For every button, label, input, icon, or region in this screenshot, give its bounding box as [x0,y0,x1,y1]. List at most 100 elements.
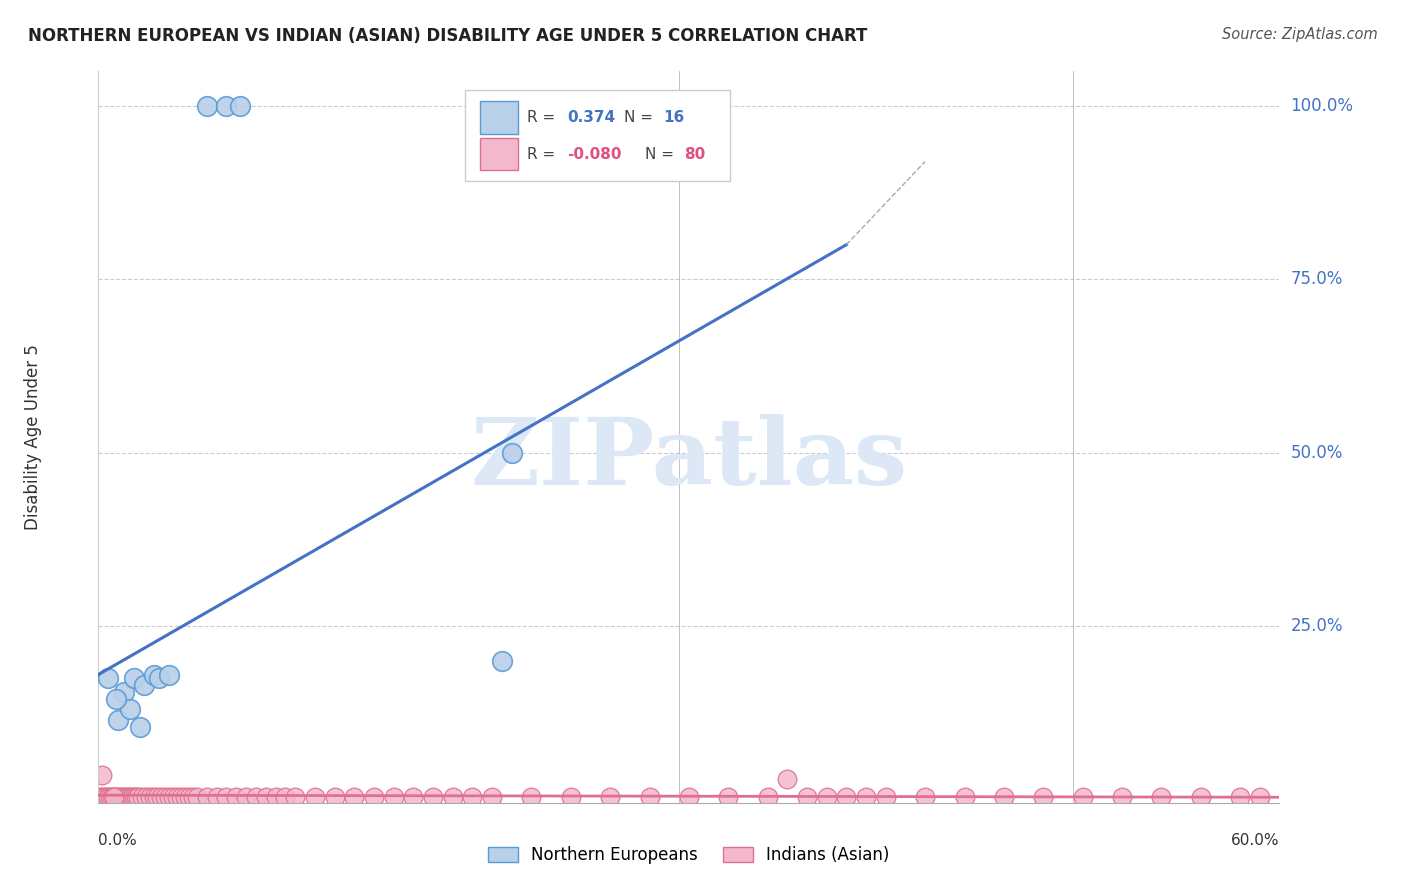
Point [117,789,139,804]
Point [157,667,180,681]
Point [121,789,143,804]
Text: -0.080: -0.080 [567,146,621,161]
FancyBboxPatch shape [479,102,517,134]
Point [157,789,180,804]
Point [205,789,228,804]
Point [491,654,513,668]
Point [195,789,218,804]
Point [1071,789,1094,804]
Point [89,789,111,804]
Point [146,789,169,804]
Point [264,789,287,804]
Point [107,713,129,727]
Point [118,702,141,716]
Point [215,789,238,804]
Point [142,667,165,681]
Point [128,720,150,734]
Point [122,671,145,685]
Point [1249,789,1271,804]
Point [107,789,129,804]
FancyBboxPatch shape [479,138,517,170]
Text: 0.374: 0.374 [567,110,616,125]
Point [195,99,218,113]
Point [112,789,135,804]
Point [97,671,120,685]
Point [229,99,252,113]
Point [105,789,128,804]
Text: Disability Age Under 5: Disability Age Under 5 [24,344,42,530]
Point [835,789,858,804]
Point [186,789,208,804]
Text: Source: ZipAtlas.com: Source: ZipAtlas.com [1222,27,1378,42]
Legend: Northern Europeans, Indians (Asian): Northern Europeans, Indians (Asian) [488,846,890,864]
Point [875,789,897,804]
Point [138,789,160,804]
Point [101,789,124,804]
Point [96,789,118,804]
Point [1150,789,1173,804]
Point [111,789,134,804]
Point [363,789,385,804]
Point [1032,789,1054,804]
Point [225,789,247,804]
Point [177,789,200,804]
Point [599,789,621,804]
Point [1189,789,1212,804]
Point [323,789,346,804]
Point [796,789,818,804]
Text: 0.0%: 0.0% [98,833,138,848]
Point [112,685,135,699]
FancyBboxPatch shape [464,90,730,181]
Point [155,789,177,804]
Point [717,789,740,804]
Point [304,789,326,804]
Point [254,789,277,804]
Point [91,768,114,782]
Point [135,789,157,804]
Text: N =: N = [645,146,679,161]
Text: 100.0%: 100.0% [1291,97,1354,115]
Point [105,691,128,706]
Text: 75.0%: 75.0% [1291,270,1343,288]
Text: 80: 80 [685,146,706,161]
Point [235,789,257,804]
Point [284,789,307,804]
Point [914,789,936,804]
Point [776,772,799,786]
Point [127,789,149,804]
Point [118,789,141,804]
Point [815,789,838,804]
Text: NORTHERN EUROPEAN VS INDIAN (ASIAN) DISABILITY AGE UNDER 5 CORRELATION CHART: NORTHERN EUROPEAN VS INDIAN (ASIAN) DISA… [28,27,868,45]
Point [343,789,366,804]
Point [756,789,779,804]
Point [115,789,138,804]
Text: R =: R = [527,110,560,125]
Point [122,789,145,804]
Point [181,789,204,804]
Text: 60.0%: 60.0% [1232,833,1279,848]
Point [142,789,165,804]
Point [162,789,184,804]
Point [638,789,661,804]
Point [1111,789,1133,804]
Point [150,789,173,804]
Point [678,789,700,804]
Point [166,789,188,804]
Point [382,789,405,804]
Text: 16: 16 [664,110,685,125]
Point [402,789,425,804]
Point [215,99,238,113]
Text: ZIPatlas: ZIPatlas [471,414,907,504]
Point [461,789,484,804]
Point [125,789,148,804]
Text: N =: N = [624,110,658,125]
Point [174,789,197,804]
Point [98,789,121,804]
Point [93,789,115,804]
Point [108,789,131,804]
Point [501,445,523,459]
Point [97,789,120,804]
Point [274,789,297,804]
Point [103,789,125,804]
Point [560,789,582,804]
